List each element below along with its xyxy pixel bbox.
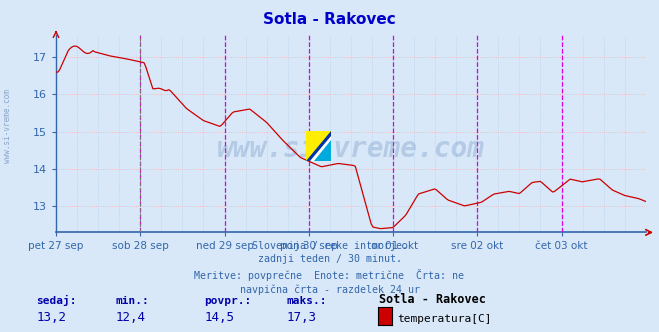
Polygon shape: [310, 135, 331, 161]
Text: 14,5: 14,5: [204, 311, 235, 324]
Text: Sotla - Rakovec: Sotla - Rakovec: [379, 293, 486, 306]
Text: maks.:: maks.:: [287, 296, 327, 306]
Text: temperatura[C]: temperatura[C]: [397, 314, 492, 324]
Polygon shape: [314, 140, 331, 161]
Text: Sotla - Rakovec: Sotla - Rakovec: [263, 12, 396, 27]
Text: 13,2: 13,2: [36, 311, 67, 324]
Text: www.si-vreme.com: www.si-vreme.com: [3, 89, 13, 163]
Text: sedaj:: sedaj:: [36, 295, 76, 306]
Text: min.:: min.:: [115, 296, 149, 306]
Polygon shape: [306, 131, 331, 161]
Text: www.si-vreme.com: www.si-vreme.com: [217, 135, 485, 163]
Text: povpr.:: povpr.:: [204, 296, 252, 306]
Text: 12,4: 12,4: [115, 311, 146, 324]
Text: 17,3: 17,3: [287, 311, 317, 324]
Text: Slovenija / reke in morje.
zadnji teden / 30 minut.
Meritve: povprečne  Enote: m: Slovenija / reke in morje. zadnji teden …: [194, 241, 465, 295]
